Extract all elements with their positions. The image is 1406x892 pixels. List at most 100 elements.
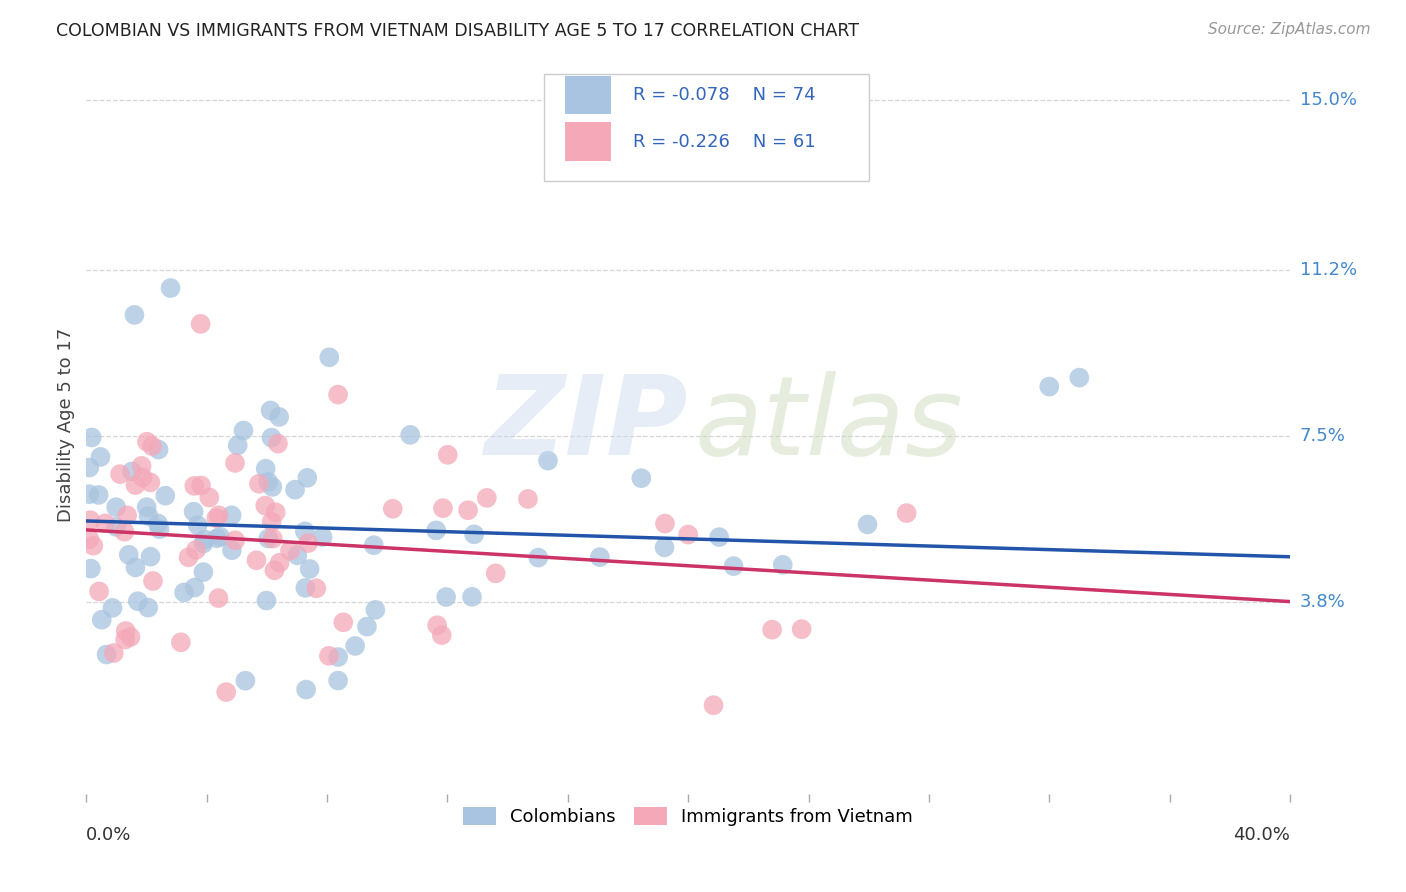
Point [205,511,228,525]
Point [461,590,484,604]
Text: ZIP: ZIP [485,371,688,478]
Point [318,351,340,365]
Point [426,618,449,632]
Point [589,550,612,565]
Point [709,530,731,544]
Point [254,499,277,513]
Point [235,673,257,688]
Point [105,500,128,515]
Point [463,527,485,541]
Point [326,387,349,401]
Point [79,513,101,527]
Point [702,698,724,713]
Text: 3.8%: 3.8% [1299,592,1346,611]
Point [245,553,267,567]
Point [527,550,550,565]
Point [90,613,112,627]
Point [298,562,321,576]
Point [537,453,560,467]
Point [285,549,308,563]
Text: 7.5%: 7.5% [1299,427,1346,445]
Text: 15.0%: 15.0% [1299,91,1357,109]
Point [262,480,284,494]
Point [294,524,316,539]
Point [155,489,177,503]
Point [630,471,652,485]
Point [364,603,387,617]
Point [79,460,101,475]
Point [295,682,318,697]
Point [723,559,745,574]
Text: R = -0.226    N = 61: R = -0.226 N = 61 [633,133,815,151]
Point [254,461,277,475]
Point [294,581,316,595]
Point [183,581,205,595]
Point [114,632,136,647]
Point [896,506,918,520]
Point [80,561,103,575]
Point [190,478,212,492]
Point [173,585,195,599]
Point [221,543,243,558]
Point [198,491,221,505]
Point [108,467,131,482]
Point [101,600,124,615]
Point [654,541,676,555]
Point [485,566,508,581]
Point [269,556,291,570]
Point [332,615,354,630]
Point [260,431,283,445]
Text: 11.2%: 11.2% [1299,261,1357,279]
Point [259,403,281,417]
Point [475,491,498,505]
Point [139,475,162,490]
Point [207,591,229,606]
Point [139,549,162,564]
Point [363,538,385,552]
Point [121,465,143,479]
Point [148,522,170,536]
Point [177,550,200,565]
Point [127,594,149,608]
Point [80,430,103,444]
Text: R = -0.078    N = 74: R = -0.078 N = 74 [633,86,815,104]
Text: Source: ZipAtlas.com: Source: ZipAtlas.com [1208,22,1371,37]
Point [187,518,209,533]
Point [257,532,280,546]
Point [105,520,128,534]
Point [87,488,110,502]
Point [118,548,141,562]
Point [146,516,169,531]
Point [262,532,284,546]
Point [297,536,319,550]
Point [224,456,246,470]
Point [226,438,249,452]
Point [142,574,165,588]
Point [297,471,319,485]
Point [232,424,254,438]
Point [676,527,699,541]
Point [87,584,110,599]
Point [263,563,285,577]
Point [305,582,328,596]
Point [761,623,783,637]
Point [193,536,215,550]
Point [103,646,125,660]
Point [260,515,283,529]
Point [457,503,479,517]
Point [114,524,136,539]
Point [356,619,378,633]
Point [89,450,111,464]
Point [1069,370,1091,384]
Point [284,483,307,497]
Point [79,532,101,546]
Point [432,501,454,516]
Point [183,479,205,493]
FancyBboxPatch shape [544,74,869,181]
Point [215,685,238,699]
Point [94,516,117,531]
Point [96,648,118,662]
Point [269,409,291,424]
Point [267,436,290,450]
Text: 0.0%: 0.0% [86,825,132,844]
